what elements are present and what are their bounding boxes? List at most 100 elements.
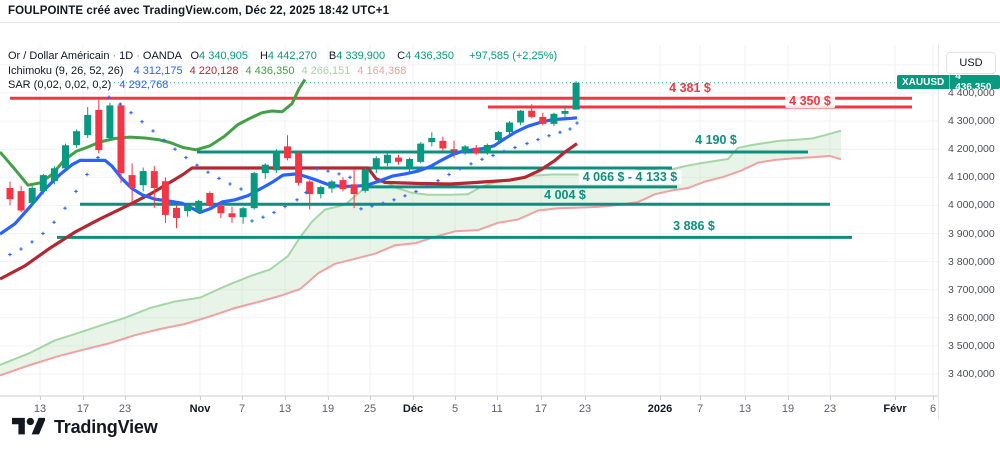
candle-body <box>461 146 469 152</box>
sar-dot <box>326 169 330 173</box>
sar-dot <box>525 141 529 146</box>
time-axis-label: 7 <box>238 403 246 415</box>
time-tick-mark <box>328 396 329 400</box>
level-price-label[interactable]: 4 066 $ - 4 133 $ <box>578 170 682 184</box>
time-axis-label: 13 <box>278 403 292 415</box>
sar-dot <box>129 111 133 115</box>
candle-body <box>50 168 58 182</box>
price-axis-label: 4 400,000 <box>948 87 995 99</box>
time-tick-mark <box>585 396 586 400</box>
time-axis-label: 17 <box>76 403 90 415</box>
sar-dot <box>575 121 579 125</box>
candle-body <box>239 208 247 218</box>
sar-dot <box>447 172 451 177</box>
sar-dot <box>359 207 363 211</box>
candle-body <box>494 132 502 140</box>
candle-body <box>428 138 436 143</box>
candle-body <box>295 153 303 183</box>
sar-dot <box>30 240 34 244</box>
ichimoku-title[interactable]: Ichimoku (9, 26, 52, 26) <box>8 64 124 77</box>
time-tick-mark <box>933 396 934 400</box>
candle-body <box>28 188 36 203</box>
currency-toggle-button[interactable]: USD <box>946 52 996 74</box>
tradingview-attribution[interactable]: TradingView <box>12 414 158 440</box>
time-axis-label: 17 <box>534 403 548 415</box>
symbol-title[interactable]: Or / Dollar Américain <box>8 50 110 62</box>
candle-body <box>572 82 580 110</box>
time-axis-label: 5 <box>451 403 459 415</box>
ichimoku-value: 4 220,128 <box>189 64 239 77</box>
sar-dot <box>195 163 199 167</box>
time-tick-mark <box>660 396 661 400</box>
level-price-label[interactable]: 4 381 $ <box>669 81 711 95</box>
symbol-price-badge[interactable]: XAUUSD 4 436,350 <box>897 75 1000 89</box>
legend-sar-row[interactable]: SAR (0,02, 0,02, 0,2) 4 292,768 <box>8 78 563 93</box>
candle-body <box>195 200 203 211</box>
ichimoku-cloud-fill <box>0 130 841 376</box>
exchange-label[interactable]: OANDA <box>142 50 182 62</box>
legend-symbol-row[interactable]: Or / Dollar Américain · 1D · OANDA O4 340,90… <box>8 50 558 62</box>
chart-legend: Or / Dollar Américain · 1D · OANDA O4 340,90… <box>8 49 563 93</box>
sar-dot <box>558 130 562 134</box>
level-price-label[interactable]: 4 004 $ <box>544 188 586 202</box>
sar-dot <box>436 179 440 183</box>
chart-plot-area[interactable] <box>0 45 938 395</box>
candle-body <box>528 110 536 117</box>
time-axis-label: 25 <box>363 403 377 415</box>
sar-dot <box>107 95 111 99</box>
sar-dot <box>536 137 540 142</box>
price-axis[interactable]: USD 4 400,000 4 300,000 4 200,000 4 100,000… <box>938 45 1000 420</box>
ohlc-item: B4 339,900 <box>328 50 386 62</box>
candle-body <box>95 109 103 151</box>
time-axis-label: 23 <box>118 403 132 415</box>
sar-dot <box>381 201 385 205</box>
change-value: +97,585 (+2,25%) <box>469 50 558 62</box>
candle-body <box>539 116 547 124</box>
candle-body <box>250 173 258 209</box>
candle-body <box>73 131 81 146</box>
time-tick-mark <box>830 396 831 400</box>
candle-body <box>417 143 425 162</box>
time-tick-mark <box>125 396 126 400</box>
time-tick-mark <box>541 396 542 400</box>
sar-dot <box>370 204 374 208</box>
price-axis-label: 4 200,000 <box>948 143 995 156</box>
badge-price: 4 436,350 <box>949 75 1000 89</box>
sar-dot <box>8 252 12 257</box>
ichimoku-values: 4 312,175 4 220,128 4 436,350 4 266,151 4 16… <box>127 65 407 77</box>
time-axis-label: 19 <box>781 403 795 415</box>
interval-label[interactable]: 1D <box>119 50 134 62</box>
candle-body <box>272 150 280 171</box>
ichimoku-tenkan-line <box>0 116 578 236</box>
sar-dot <box>458 167 462 171</box>
sar-dot <box>547 134 551 138</box>
candle-body <box>472 147 480 154</box>
candle-body <box>483 145 491 154</box>
time-tick-mark <box>745 396 746 400</box>
time-axis-label: Nov <box>189 403 211 415</box>
sar-title[interactable]: SAR (0,02, 0,02, 0,2) <box>8 79 112 91</box>
ohlc-values: O4 340,905 H4 442,270 B4 339,900 C4 436,350 <box>184 50 460 62</box>
sar-dot <box>162 138 166 142</box>
level-price-label[interactable]: 4 350 $ <box>785 94 835 108</box>
level-price-label[interactable]: 3 886 $ <box>673 219 715 233</box>
time-tick-mark <box>497 396 498 400</box>
candle-body <box>150 171 158 188</box>
level-price-label[interactable]: 4 190 $ <box>695 133 737 147</box>
candle-body <box>361 169 369 191</box>
candlestick-chart[interactable] <box>0 45 938 395</box>
time-tick-mark <box>200 396 201 400</box>
candle-body <box>550 113 558 124</box>
time-axis[interactable]: 13 17 23 Nov 7 13 19 25 Déc 5 11 17 23 2026 7 13 19 23 Fév… <box>0 395 938 420</box>
sar-dot <box>480 157 484 161</box>
price-axis-label: 3 600,000 <box>948 311 995 324</box>
candle-body <box>261 164 269 174</box>
sar-dot <box>392 198 396 202</box>
ichimoku-value: 4 164,368 <box>357 64 407 77</box>
time-axis-label: 13 <box>738 403 752 415</box>
legend-ichimoku-row[interactable]: Ichimoku (9, 26, 52, 26) 4 312,175 4 220,… <box>8 64 563 79</box>
candle-body <box>561 111 569 114</box>
candle-body <box>39 175 47 192</box>
time-tick-mark <box>788 396 789 400</box>
price-axis-label: 4 000,000 <box>948 199 995 212</box>
